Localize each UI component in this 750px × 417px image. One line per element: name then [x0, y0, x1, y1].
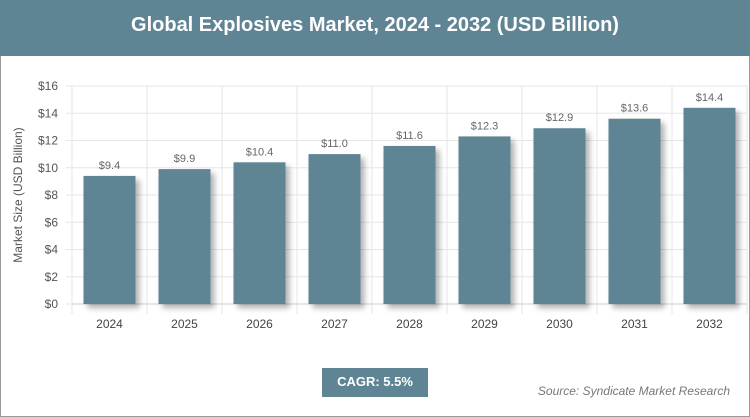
x-tick-label: 2028: [396, 317, 423, 331]
bar: [683, 107, 736, 304]
bar: [158, 169, 211, 304]
y-tick-label: $8: [45, 188, 59, 202]
y-tick-label: $2: [45, 270, 59, 284]
y-tick-label: $16: [38, 79, 58, 93]
x-tick-label: 2029: [471, 317, 498, 331]
x-tick-label: 2030: [546, 317, 573, 331]
source-note: Source: Syndicate Market Research: [537, 384, 730, 398]
chart-title: Global Explosives Market, 2024 - 2032 (U…: [0, 0, 750, 56]
y-tick-label: $12: [38, 134, 58, 148]
y-axis-label: Market Size (USD Billion): [11, 127, 25, 262]
x-tick-label: 2024: [96, 317, 123, 331]
y-tick-label: $6: [45, 215, 59, 229]
y-tick-label: $10: [38, 161, 58, 175]
x-tick-label: 2031: [621, 317, 648, 331]
cagr-badge: CAGR: 5.5%: [322, 368, 428, 397]
data-label: $9.4: [99, 160, 120, 172]
data-label: $12.3: [471, 120, 499, 132]
data-label: $14.4: [696, 92, 724, 104]
data-label: $9.9: [174, 153, 195, 165]
x-tick-label: 2025: [171, 317, 198, 331]
bar: [308, 154, 361, 304]
data-label: $10.4: [246, 146, 274, 158]
y-tick-label: $14: [38, 106, 58, 120]
y-tick-label: $0: [45, 297, 59, 311]
x-tick-label: 2026: [246, 317, 273, 331]
x-tick-label: 2032: [696, 317, 723, 331]
data-label: $11.0: [321, 138, 348, 150]
x-tick-label: 2027: [321, 317, 348, 331]
bar: [608, 118, 661, 304]
bar: [458, 136, 511, 304]
bar: [533, 128, 586, 304]
data-label: $11.6: [396, 130, 423, 142]
data-label: $12.9: [546, 112, 574, 124]
bar: [383, 145, 436, 304]
bar: [83, 175, 136, 304]
y-tick-label: $4: [45, 243, 59, 257]
data-label: $13.6: [621, 103, 649, 115]
bar: [233, 162, 286, 304]
